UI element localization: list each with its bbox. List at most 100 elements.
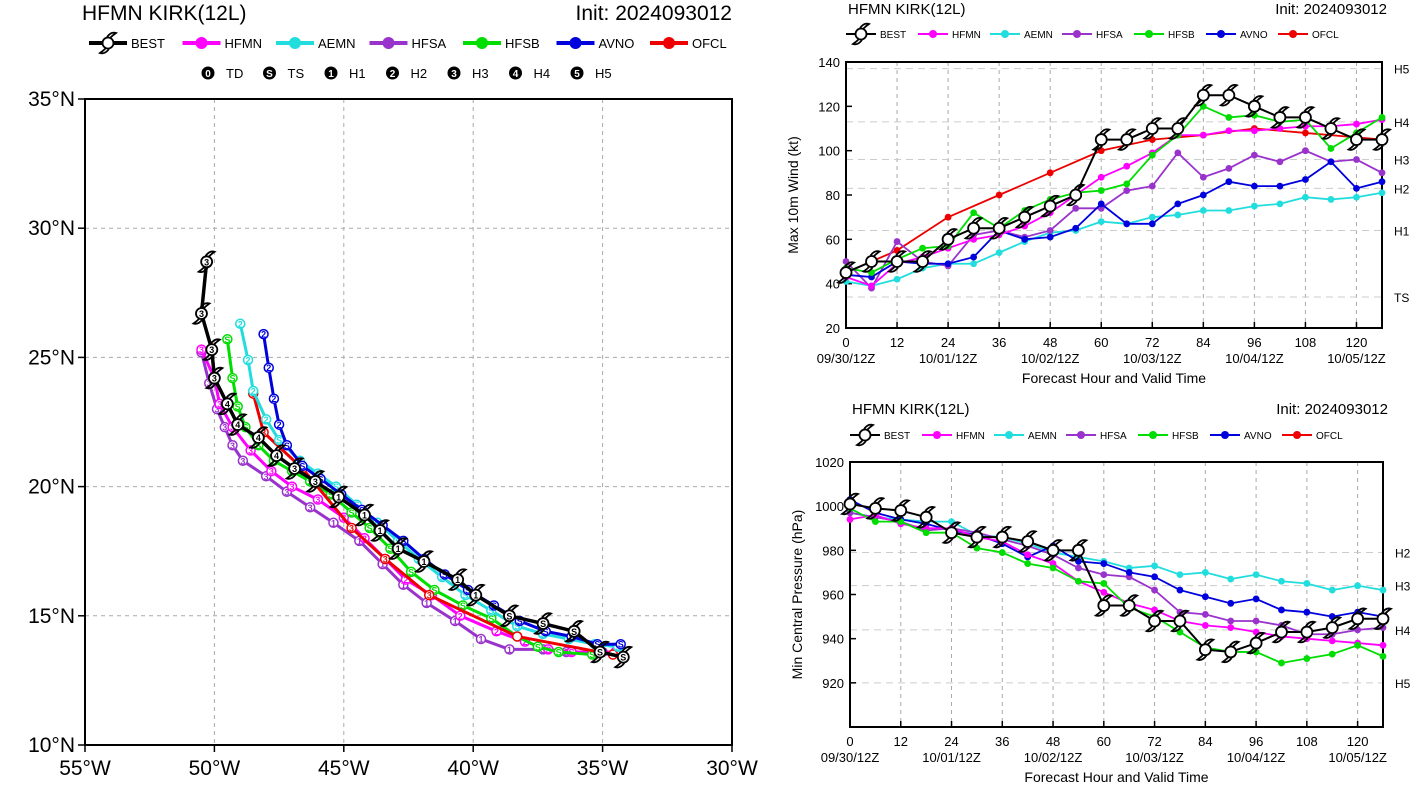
category-label: 3 — [261, 428, 266, 438]
data-point — [1097, 200, 1105, 208]
legend-item-ofcl: OFCL — [650, 36, 727, 51]
storm-center-icon — [919, 510, 933, 524]
storm-center-icon — [231, 418, 245, 431]
storm-center-icon — [358, 508, 371, 522]
data-point — [1302, 129, 1309, 137]
track-point — [247, 385, 259, 397]
storm-center-icon — [251, 431, 265, 444]
storm-center-icon — [1324, 122, 1338, 135]
data-point — [1065, 183, 1086, 207]
data-point — [970, 209, 978, 217]
storm-center-icon — [945, 526, 958, 540]
y-tick-label: 20°N — [28, 476, 75, 499]
data-point — [1024, 560, 1032, 567]
series-line — [845, 94, 1382, 274]
storm-center-icon — [1325, 621, 1339, 635]
storm-arm-icon — [1150, 117, 1163, 125]
category-threshold-label: H4 — [1394, 116, 1410, 130]
legend-item-hfsa: HFSA — [369, 36, 447, 51]
legend-item-avno: AVNO — [1206, 30, 1268, 41]
category-label: 3 — [209, 345, 214, 355]
data-point — [1327, 145, 1335, 152]
category-label: 2 — [494, 627, 499, 637]
x-date-label: 10/02/12Z — [1021, 351, 1080, 366]
category-symbol: 5 — [574, 69, 580, 80]
category-threshold-label: H2 — [1395, 547, 1411, 561]
data-point — [1278, 659, 1285, 667]
category-threshold-label: H5 — [1394, 63, 1410, 77]
category-label: 4 — [256, 433, 261, 443]
category-label: 1 — [478, 635, 483, 645]
track-point — [227, 372, 238, 384]
storm-center-icon — [1145, 122, 1159, 135]
data-point — [1327, 158, 1335, 166]
category-label: S — [462, 591, 468, 601]
storm-arm-icon — [887, 265, 899, 273]
category-label: 3 — [204, 257, 209, 267]
category-label: 3 — [199, 345, 204, 355]
chart-init-time: Init: 2024093012 — [1276, 401, 1388, 418]
category-label: 3 — [207, 379, 212, 389]
series-line — [849, 514, 1384, 647]
data-point — [1049, 564, 1057, 572]
category-legend-ts: S TS — [263, 66, 304, 81]
track-point — [423, 589, 435, 601]
storm-arm-icon — [1246, 647, 1258, 655]
storm-arm-icon — [1220, 656, 1233, 664]
x-tick-label: 108 — [1296, 734, 1318, 749]
x-date-label: 10/02/12Z — [1024, 750, 1083, 765]
category-legend-h3: 3 H3 — [447, 66, 489, 81]
data-point — [1225, 165, 1233, 172]
data-point — [1100, 580, 1108, 587]
category-label: 3 — [264, 472, 269, 482]
data-point — [1199, 131, 1207, 139]
storm-center-icon — [195, 307, 208, 320]
storm-arm-icon — [328, 501, 341, 509]
x-tick-label: 60 — [1094, 335, 1108, 350]
storm-center-icon — [1069, 188, 1083, 202]
chart-grid — [846, 62, 1382, 328]
category-label: S — [618, 640, 624, 650]
legend-item-hfsb: HFSB — [463, 36, 540, 51]
storm-arm-icon — [305, 485, 318, 493]
data-point — [1227, 575, 1235, 583]
category-label: S — [589, 650, 595, 660]
storm-arm-icon — [963, 232, 976, 240]
storm-arm-icon — [499, 620, 512, 628]
legend-label: HFMN — [952, 30, 981, 41]
storm-arm-icon — [106, 31, 119, 39]
storm-center-icon — [1097, 599, 1111, 612]
category-symbol: 3 — [451, 69, 457, 80]
storm-arm-icon — [946, 228, 959, 235]
y-tick-label: 80 — [826, 188, 840, 203]
data-point — [1278, 606, 1285, 614]
data-point — [1220, 640, 1241, 664]
legend-marker — [929, 30, 937, 38]
y-axis-label: Min Central Pressure (hPa) — [789, 510, 805, 680]
track-point: 1 — [388, 537, 409, 560]
category-label: 1 — [401, 580, 406, 590]
track-point — [304, 502, 316, 513]
category-label: TD — [226, 66, 243, 81]
storm-center-icon — [270, 449, 283, 462]
storm-arm-icon — [474, 583, 486, 591]
data-point — [1302, 147, 1309, 155]
storm-center-icon — [593, 645, 607, 659]
category-label: S — [594, 640, 600, 650]
data-point — [1097, 173, 1105, 181]
storm-arm-icon — [313, 470, 326, 478]
x-tick-label: 35°W — [577, 757, 629, 780]
data-point — [1043, 539, 1064, 562]
category-legend-h2: 2 H2 — [386, 66, 427, 81]
data-point — [1021, 235, 1029, 243]
storm-arm-icon — [1144, 625, 1157, 633]
legend-label: HFSA — [1096, 30, 1123, 41]
category-symbol-icon — [201, 66, 215, 80]
category-label: 3 — [222, 423, 227, 433]
data-point — [992, 525, 1013, 549]
legend-label: HFMN — [956, 431, 985, 442]
x-tick-label: 72 — [1147, 734, 1161, 749]
legend-item-aemn: AEMN — [994, 431, 1057, 442]
data-point — [1378, 189, 1386, 197]
category-label: 3 — [230, 441, 235, 451]
